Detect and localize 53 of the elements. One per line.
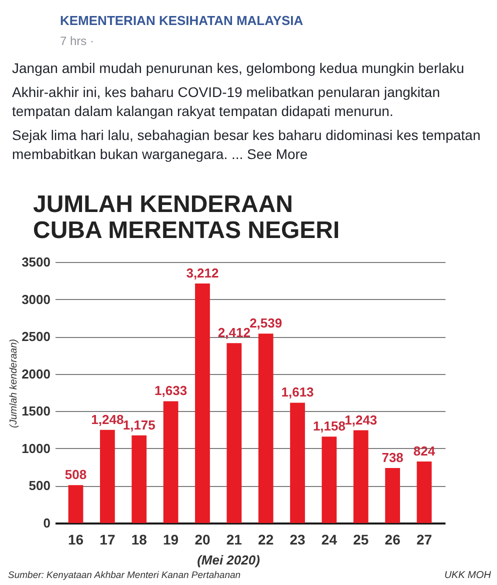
data-label: 3,212 — [186, 265, 219, 280]
bar — [258, 334, 274, 523]
y-tick-label: 3500 — [22, 254, 50, 270]
bar — [68, 485, 84, 523]
data-label: 1,248 — [91, 412, 124, 427]
x-tick-label: 19 — [163, 532, 179, 548]
bar — [100, 430, 115, 523]
bar — [163, 401, 178, 523]
data-label: 1,613 — [281, 384, 314, 400]
bar — [132, 435, 147, 523]
bar — [322, 436, 337, 523]
x-tick-label: 21 — [226, 532, 242, 548]
y-axis-title: (Jumlah kenderaan) — [8, 339, 20, 428]
data-label: 2,412 — [218, 325, 250, 340]
data-label: 738 — [382, 450, 404, 465]
y-tick-label: 2000 — [22, 366, 50, 382]
text: 7 hrs · — [60, 34, 94, 48]
x-tick-label: 22 — [258, 532, 274, 548]
text: Jangan ambil mudah penurunan kes, gelombong kedua mungkin berlaku — [12, 60, 464, 76]
data-label: 1,633 — [154, 383, 188, 398]
y-tick-label: 2500 — [22, 329, 50, 344]
bar — [416, 462, 432, 523]
y-tick-label: 0 — [43, 516, 50, 530]
text: UKK MOH — [444, 570, 492, 581]
x-tick-label: 20 — [194, 532, 210, 548]
x-tick-label: 18 — [131, 532, 148, 548]
text: Sumber: Kenyataan Akhbar Menteri Kanan Pertahanan — [8, 570, 241, 581]
x-tick-label: 24 — [321, 532, 338, 548]
text: Akhir-akhir ini, kes baharu COVID-19 melibatkan penularan jangkitan tempatan dalam kalangan rakyat tempatan didapati menurun. — [12, 84, 440, 119]
bar — [290, 402, 305, 523]
y-tick-label: 500 — [28, 478, 50, 494]
chart-title: JUMLAH KENDERAAN CUBA MERENTAS NEGERI — [33, 191, 340, 244]
bar — [226, 343, 242, 523]
text: KEMENTERIAN KESIHATAN MALAYSIA — [60, 13, 304, 28]
y-tick-label: 3000 — [22, 292, 50, 307]
x-tick-label: 26 — [384, 532, 401, 548]
bar — [195, 283, 210, 523]
data-label: 1,175 — [122, 417, 156, 432]
data-label: 1,158 — [312, 418, 346, 434]
y-tick-label: 1000 — [22, 440, 50, 456]
data-label: 2,539 — [250, 316, 282, 331]
x-axis-title: (Mei 2020) — [197, 552, 260, 568]
x-tick-label: 25 — [353, 532, 369, 548]
bar — [385, 468, 400, 523]
data-label: 1,243 — [344, 412, 378, 428]
x-tick-label: 23 — [290, 532, 306, 548]
x-tick-label: 17 — [100, 532, 116, 548]
bar — [353, 430, 368, 523]
y-tick-label: 1500 — [22, 404, 50, 419]
x-tick-label: 27 — [416, 532, 432, 548]
x-tick-label: 16 — [68, 532, 84, 548]
text: Sejak lima hari lalu, sebahagian besar kes baharu didominasi kes tempatan membabitkan bukan warganegara. ... See More — [12, 127, 480, 162]
data-label: 508 — [64, 467, 87, 482]
